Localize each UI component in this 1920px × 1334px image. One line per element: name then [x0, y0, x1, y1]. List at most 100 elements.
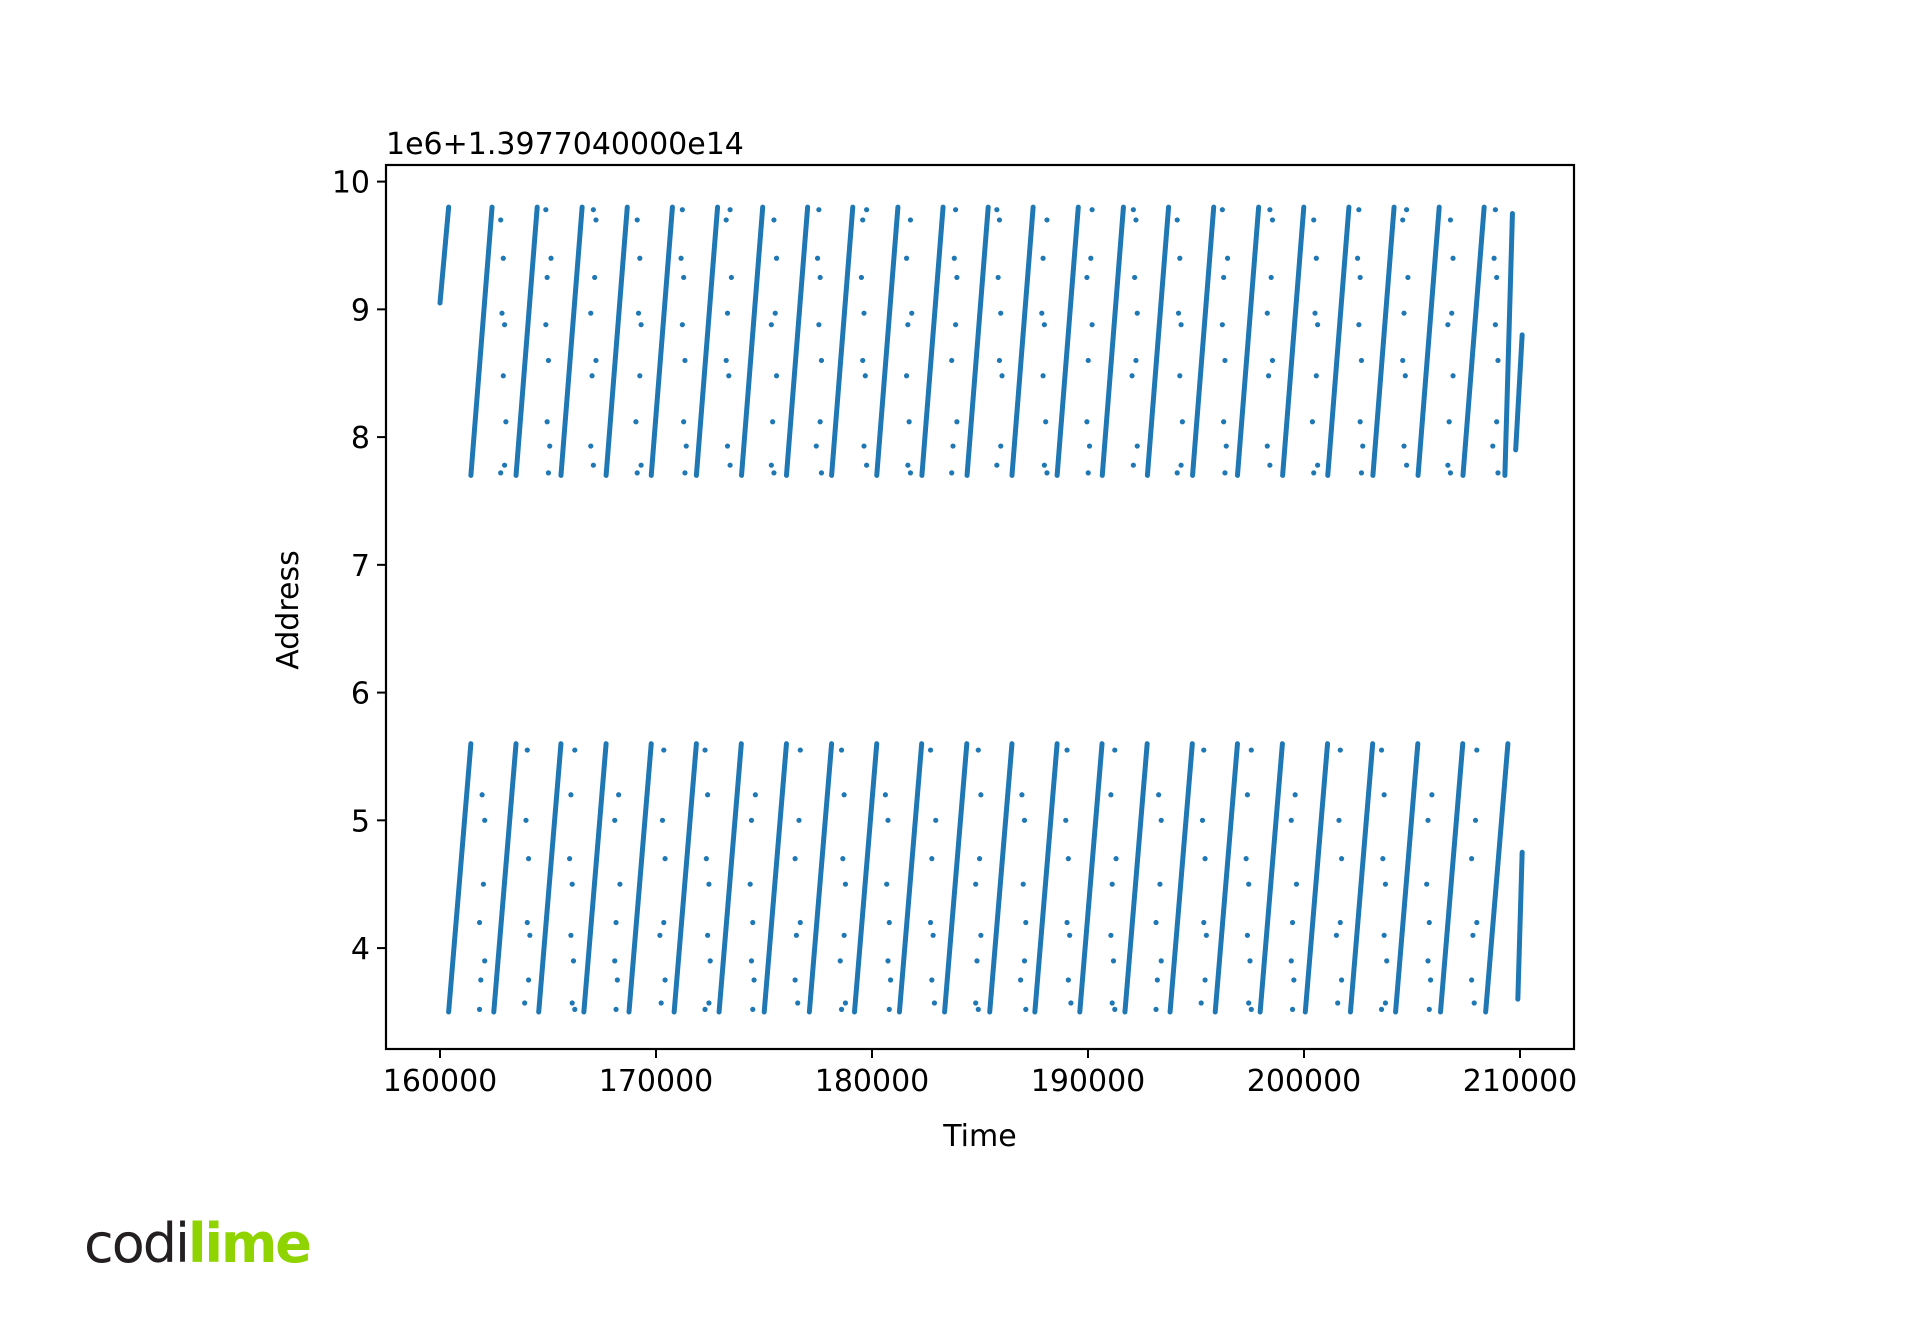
data-point [1288, 817, 1294, 823]
data-point [793, 932, 800, 938]
data-point [1084, 419, 1090, 425]
data-point [1289, 919, 1296, 926]
data-point [724, 310, 731, 316]
data-point [500, 255, 506, 261]
data-point [1219, 322, 1225, 328]
data-point [842, 1000, 849, 1006]
data-point [726, 373, 732, 379]
data-point [750, 1006, 756, 1012]
sweep-points [1415, 204, 1442, 478]
data-point [1132, 274, 1138, 281]
data-point [929, 977, 935, 983]
data-point [864, 462, 870, 468]
sweep-points [1032, 741, 1060, 1015]
data-point [1378, 1006, 1385, 1012]
data-point [1356, 207, 1362, 213]
sweep-points [806, 741, 835, 1015]
data-point [705, 792, 711, 798]
data-point [927, 747, 934, 753]
data-point [1041, 322, 1047, 328]
data-point [568, 792, 574, 798]
data-point [544, 274, 550, 281]
data-point [480, 881, 487, 887]
data-point [635, 310, 642, 316]
sweep-points [1502, 211, 1515, 478]
x-tick-label: 210000 [1463, 1064, 1578, 1099]
data-point [950, 443, 956, 449]
data-point [1492, 207, 1498, 213]
data-point [1088, 255, 1094, 261]
data-point [1384, 958, 1390, 964]
data-point [976, 856, 983, 862]
data-point [995, 274, 1001, 281]
data-point [909, 310, 915, 316]
data-point [1086, 443, 1093, 449]
data-point [1153, 919, 1159, 926]
sweep-points [1009, 204, 1036, 478]
data-point [1201, 919, 1207, 926]
data-point [614, 977, 620, 983]
x-tick-label: 170000 [599, 1064, 714, 1099]
data-point [683, 443, 689, 449]
data-point [728, 274, 734, 281]
data-point [501, 322, 508, 328]
y-tick-label: 4 [351, 932, 370, 967]
sweep-points [716, 741, 744, 1015]
data-point [838, 747, 845, 753]
data-point [1494, 419, 1500, 425]
sweep-points [513, 204, 540, 478]
data-point [797, 919, 803, 926]
data-point [1474, 919, 1480, 926]
data-point [752, 792, 758, 798]
data-point [527, 932, 533, 938]
data-point [476, 1006, 483, 1012]
data-point [1085, 357, 1091, 364]
data-point [1133, 357, 1139, 364]
data-point [1067, 932, 1073, 938]
data-point [1248, 747, 1254, 753]
data-point [1085, 470, 1091, 476]
data-point [1243, 856, 1249, 862]
data-point [1248, 1006, 1254, 1012]
data-point [1401, 310, 1407, 316]
data-point [1157, 881, 1163, 887]
data-point [751, 977, 757, 983]
data-point [750, 919, 756, 926]
data-point [951, 255, 957, 261]
data-point [1445, 322, 1451, 328]
data-point [707, 958, 713, 964]
x-tick-label: 160000 [383, 1064, 498, 1099]
data-point [842, 881, 849, 887]
data-point [1311, 217, 1317, 223]
data-point [1424, 881, 1430, 887]
data-point [1381, 932, 1387, 938]
data-point [999, 373, 1005, 379]
data-point [476, 919, 483, 926]
data-point [705, 932, 711, 938]
y-tick-label: 7 [351, 549, 370, 584]
data-point [1040, 255, 1046, 261]
data-point [727, 462, 733, 468]
data-point [637, 373, 643, 379]
data-point [748, 958, 755, 964]
data-point [1447, 470, 1454, 476]
sweep-points [1190, 204, 1217, 478]
data-point [682, 470, 688, 476]
data-point [499, 310, 505, 316]
sweep-points [446, 741, 474, 1015]
data-point [498, 217, 504, 223]
data-point [1360, 443, 1366, 449]
data-point [588, 310, 594, 316]
data-point [1309, 419, 1316, 425]
data-point [1175, 310, 1182, 316]
data-point [1156, 792, 1162, 798]
sweep-points [468, 204, 495, 478]
data-point [1336, 817, 1342, 823]
data-point [998, 443, 1004, 449]
y-axis: 4 5 6 7 8 9 10 [332, 166, 386, 967]
data-point [907, 470, 914, 476]
data-point [748, 817, 755, 823]
sweep-points [1438, 741, 1466, 1015]
data-point [1023, 919, 1029, 926]
data-point [679, 322, 685, 328]
